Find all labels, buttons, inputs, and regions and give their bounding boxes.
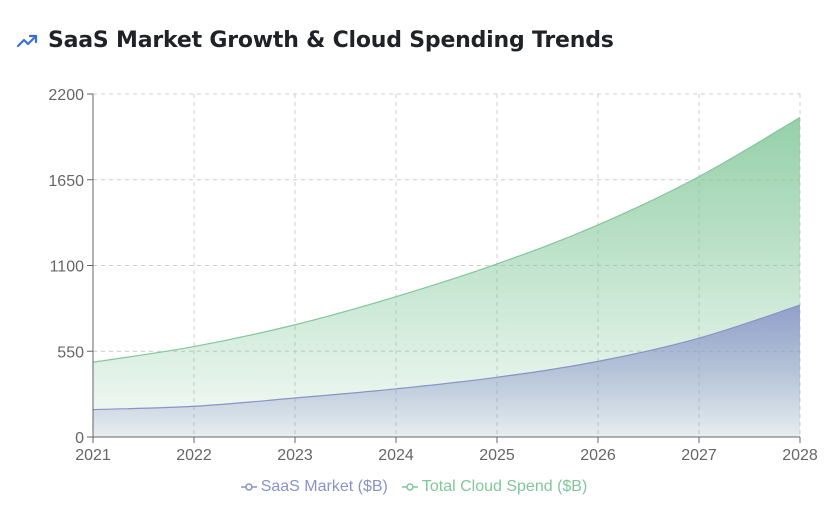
axes: 0 550 1100 1650 2200 2021 2022 2023 2024 2025 2026… bbox=[48, 87, 817, 464]
chart-title: SaaS Market Growth & Cloud Spending Tren… bbox=[48, 28, 614, 53]
y-tick-label: 1100 bbox=[50, 259, 85, 276]
cloud-area-line bbox=[92, 116, 801, 363]
legend: SaaS Market ($B) Total Cloud Spend ($B) bbox=[0, 478, 828, 496]
chart-header: SaaS Market Growth & Cloud Spending Tren… bbox=[16, 28, 614, 53]
series-areas bbox=[92, 116, 801, 438]
x-tick-label: 2026 bbox=[580, 447, 616, 464]
y-tick-label: 0 bbox=[75, 430, 84, 447]
y-tick-label: 2200 bbox=[48, 87, 84, 104]
legend-item-saas[interactable]: SaaS Market ($B) bbox=[240, 478, 388, 496]
trending-up-icon bbox=[16, 30, 38, 52]
x-tick-label: 2022 bbox=[176, 447, 212, 464]
x-tick-label: 2028 bbox=[782, 447, 818, 464]
x-tick-label: 2021 bbox=[75, 447, 111, 464]
legend-item-cloud[interactable]: Total Cloud Spend ($B) bbox=[401, 478, 588, 496]
x-tick-label: 2024 bbox=[378, 447, 414, 464]
y-tick-label: 550 bbox=[57, 344, 84, 361]
saas-area bbox=[93, 305, 800, 437]
x-tick-label: 2023 bbox=[277, 447, 313, 464]
x-tick-label: 2025 bbox=[479, 447, 515, 464]
y-tick-label: 1650 bbox=[48, 173, 84, 190]
line-marker-icon bbox=[401, 483, 418, 491]
line-marker-icon bbox=[240, 483, 257, 491]
legend-label-cloud: Total Cloud Spend ($B) bbox=[421, 478, 588, 495]
legend-label-saas: SaaS Market ($B) bbox=[260, 478, 388, 495]
x-tick-label: 2027 bbox=[681, 447, 717, 464]
saas-area-line bbox=[92, 304, 801, 411]
